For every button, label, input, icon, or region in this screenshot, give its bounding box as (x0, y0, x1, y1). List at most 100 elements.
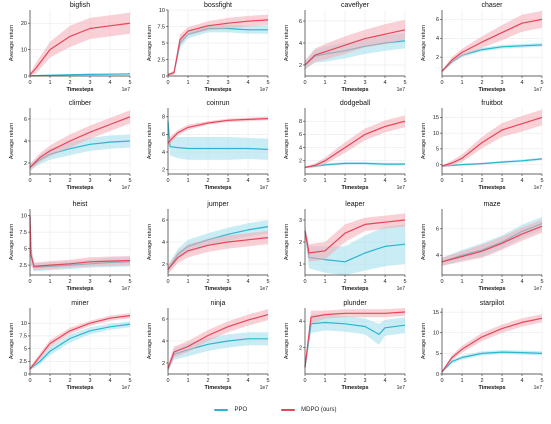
x-tick-label: 1 (460, 80, 463, 86)
x-axis-label: Timesteps (478, 385, 505, 391)
x-tick-label: 4 (108, 80, 111, 86)
y-axis-label: Average return (9, 323, 15, 359)
band-ppo (305, 224, 405, 275)
x-tick-label: 1 (186, 378, 189, 384)
y-tick-label: 0 (24, 74, 27, 80)
y-tick-label: 2 (162, 361, 165, 367)
x-tick-label: 5 (540, 80, 543, 86)
x-axis-label: Timesteps (204, 185, 231, 191)
x-axis-label: Timesteps (478, 286, 505, 292)
x-tick-label: 3 (226, 378, 229, 384)
x-tick-label: 1 (186, 178, 189, 184)
y-tick-label: 4 (436, 36, 439, 42)
x-tick-label: 1 (460, 178, 463, 184)
chart-title: climber (69, 100, 92, 107)
x-tick-label: 5 (403, 279, 406, 285)
x-tick-label: 5 (540, 279, 543, 285)
x-tick-label: 5 (128, 279, 131, 285)
x-tick-label: 3 (88, 178, 91, 184)
y-tick-label: 3 (299, 218, 302, 224)
x-tick-label: 3 (88, 378, 91, 384)
band-ppo (305, 314, 405, 370)
x-tick-label: 0 (440, 279, 443, 285)
band-mdpo (168, 231, 268, 274)
x-tick-label: 0 (166, 80, 169, 86)
y-tick-label: 7.5 (19, 230, 27, 236)
x-multiplier: 1e7 (122, 87, 131, 93)
y-tick-label: 2 (436, 55, 439, 61)
x-tick-label: 4 (520, 178, 523, 184)
x-tick-label: 2 (206, 378, 209, 384)
x-tick-label: 3 (88, 80, 91, 86)
y-tick-label: 2 (299, 345, 302, 351)
x-multiplier: 1e7 (534, 385, 543, 391)
y-tick-label: 0 (162, 74, 165, 80)
line-ppo (29, 323, 131, 370)
x-tick-label: 5 (266, 178, 269, 184)
y-tick-label: 6 (436, 17, 439, 23)
y-tick-label: 10 (433, 131, 439, 137)
y-tick-label: 2.5 (19, 359, 27, 365)
x-tick-label: 1 (323, 178, 326, 184)
x-tick-label: 1 (48, 80, 51, 86)
x-tick-label: 2 (68, 378, 71, 384)
band-mdpo (168, 116, 268, 146)
line-mdpo (304, 120, 406, 168)
line-ppo (29, 73, 131, 77)
chart-title: miner (71, 300, 89, 307)
line-mdpo (29, 315, 131, 370)
band-mdpo (30, 12, 130, 77)
x-tick-label: 0 (303, 378, 306, 384)
x-tick-label: 4 (108, 279, 111, 285)
y-axis-label: Average return (284, 25, 290, 61)
x-multiplier: 1e7 (122, 185, 131, 191)
line-ppo (441, 158, 543, 167)
x-multiplier: 1e7 (122, 385, 131, 391)
chart-title: maze (483, 201, 500, 208)
x-tick-label: 2 (206, 178, 209, 184)
chart-title: coinrun (207, 100, 230, 107)
band-mdpo (305, 308, 405, 370)
y-tick-label: 8 (299, 119, 302, 125)
band-mdpo (442, 10, 542, 73)
x-tick-label: 5 (540, 378, 543, 384)
x-axis-label: Timesteps (204, 385, 231, 391)
chart-title: heist (73, 201, 88, 208)
y-axis-label: Average return (421, 25, 427, 61)
chart-title: jumper (206, 201, 229, 208)
x-multiplier: 1e7 (260, 185, 269, 191)
x-axis-label: Timesteps (478, 185, 505, 191)
y-tick-label: 5 (436, 351, 439, 357)
y-axis-label: Average return (284, 323, 290, 359)
chart-title: fruitbot (481, 100, 502, 107)
y-axis-label: Average return (9, 123, 15, 159)
y-tick-label: 15 (433, 115, 439, 121)
y-tick-label: 6 (162, 317, 165, 323)
y-tick-label: 15 (433, 310, 439, 316)
line-mdpo (167, 118, 269, 144)
x-axis-label: Timesteps (66, 385, 93, 391)
x-tick-label: 0 (303, 279, 306, 285)
legend-label-mdpo: MDPO (ours) (301, 407, 337, 413)
y-tick-label: 6 (299, 132, 302, 138)
y-tick-label: 2 (162, 262, 165, 268)
x-axis-label: Timesteps (341, 87, 368, 93)
y-axis-label: Average return (421, 123, 427, 159)
band-mdpo (30, 110, 130, 171)
x-tick-label: 4 (383, 378, 386, 384)
x-tick-label: 5 (128, 178, 131, 184)
y-tick-label: 6 (24, 117, 27, 123)
band-mdpo (30, 214, 130, 271)
y-tick-label: 2 (299, 63, 302, 69)
x-tick-label: 0 (303, 80, 306, 86)
x-multiplier: 1e7 (397, 385, 406, 391)
y-tick-label: 1 (299, 262, 302, 268)
y-tick-label: 5 (24, 246, 27, 252)
chart-title: bigfish (70, 2, 90, 9)
